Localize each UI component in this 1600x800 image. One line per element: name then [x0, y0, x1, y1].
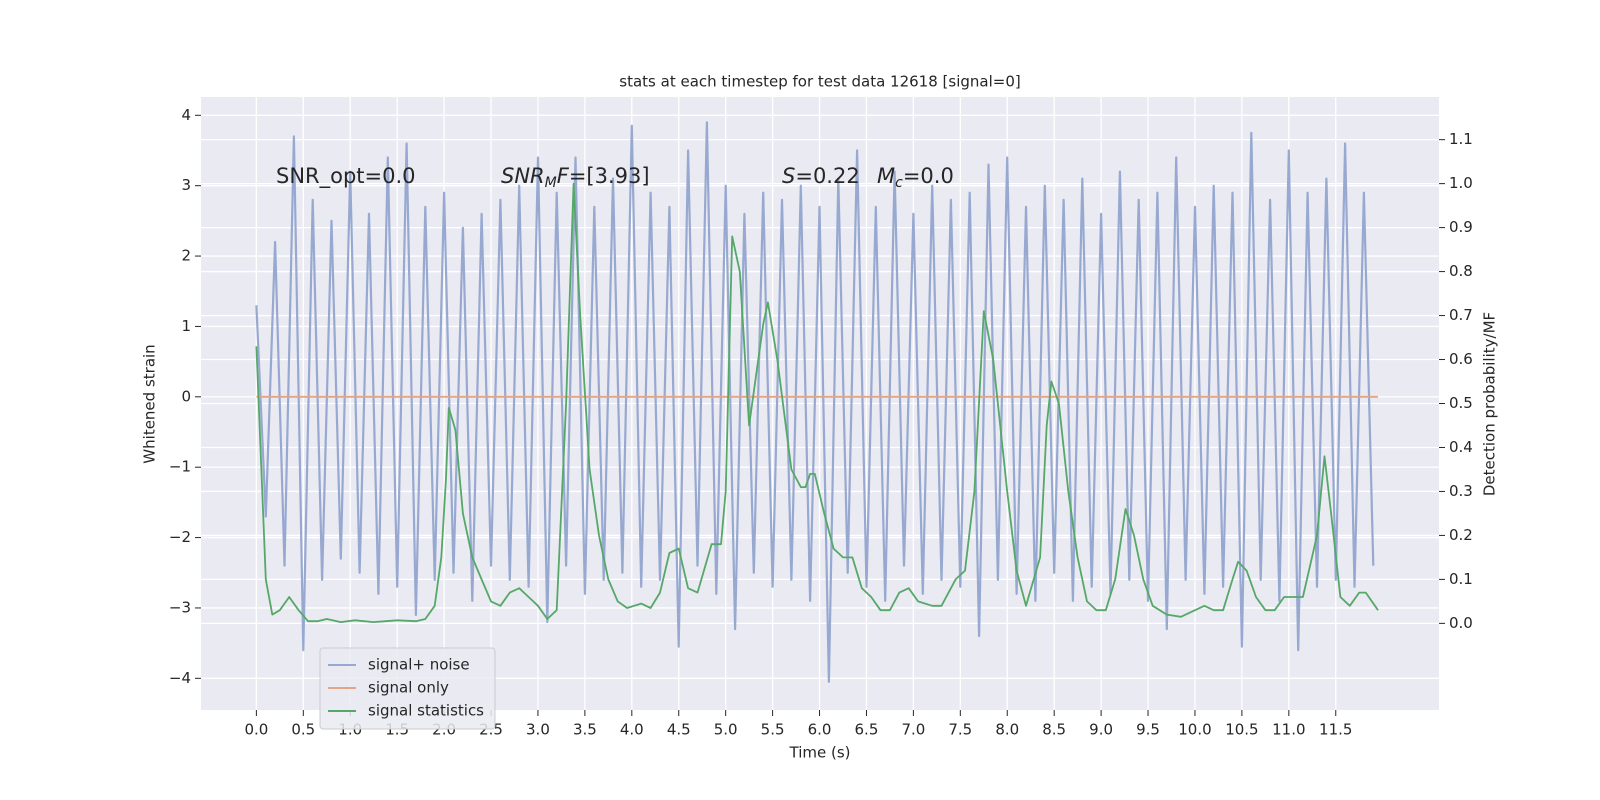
x-tick-label: 9.0	[1089, 721, 1113, 739]
y2-tick-label: 1.1	[1449, 130, 1473, 148]
legend-box	[319, 647, 496, 730]
y2-axis-label: Detection probability/MF	[1481, 312, 1499, 496]
annotation-part: SNR	[501, 164, 545, 188]
y2-tick-label: 1.0	[1449, 174, 1473, 192]
y2-tick-label: 0.4	[1449, 438, 1473, 456]
y-tick-label: 1	[181, 317, 191, 335]
x-tick-label: 11.5	[1319, 721, 1352, 739]
x-tick-label: 0.0	[244, 721, 268, 739]
y2-tick-label: 0.1	[1449, 570, 1473, 588]
x-axis-label: Time (s)	[789, 744, 851, 762]
y2-tick-label: 0.7	[1449, 306, 1473, 324]
x-tick-label: 4.0	[620, 721, 644, 739]
x-tick-label: 3.5	[573, 721, 597, 739]
series-line	[255, 121, 1375, 683]
chart-title: stats at each timestep for test data 126…	[619, 73, 1020, 91]
x-tick-label: 10.5	[1225, 721, 1258, 739]
y-tick-label: 0	[181, 387, 191, 405]
y-tick-label: 2	[181, 247, 191, 265]
annotation-part: =0.22	[795, 164, 859, 188]
annotation: SNRMF=[3.93]	[501, 164, 650, 191]
annotation-part: =[3.93]	[569, 164, 650, 188]
x-tick-label: 8.0	[995, 721, 1019, 739]
x-tick-label: 6.0	[808, 721, 832, 739]
x-tick-label: 10.0	[1178, 721, 1211, 739]
x-tick-label: 4.5	[667, 721, 691, 739]
annotation-part: =0.0	[903, 164, 954, 188]
y2-tick-label: 0.5	[1449, 394, 1473, 412]
annotation: SNR_opt=0.0	[276, 164, 416, 189]
y-tick-label: −3	[169, 598, 191, 616]
y2-tick-label: 0.8	[1449, 262, 1473, 280]
annotation: S=0.22	[782, 164, 860, 188]
legend-label: signal+ noise	[368, 656, 470, 674]
y2-tick-label: 0.6	[1449, 350, 1473, 368]
y-axis-label: Whitened strain	[141, 344, 159, 463]
y2-tick-label: 0.9	[1449, 218, 1473, 236]
y2-tick-label: 0.3	[1449, 482, 1473, 500]
annotation-part: M	[545, 175, 557, 191]
y-tick-label: 4	[181, 106, 191, 124]
x-tick-label: 6.5	[855, 721, 879, 739]
annotation-part: F	[557, 164, 570, 188]
x-tick-label: 7.0	[901, 721, 925, 739]
x-tick-label: 8.5	[1042, 721, 1066, 739]
legend-label: signal statistics	[368, 702, 484, 720]
x-tick-label: 11.0	[1272, 721, 1305, 739]
y2-tick-label: 0.2	[1449, 526, 1473, 544]
annotation-part: SNR_opt=0.0	[276, 164, 416, 189]
y-tick-label: −2	[169, 528, 191, 546]
annotation-part: M	[877, 164, 895, 188]
annotation-part: c	[895, 175, 903, 191]
legend-label: signal only	[368, 679, 449, 697]
y-tick-label: 3	[181, 176, 191, 194]
x-tick-label: 3.0	[526, 721, 550, 739]
x-tick-label: 0.5	[291, 721, 315, 739]
y2-tick-label: 0.0	[1449, 614, 1473, 632]
x-tick-label: 9.5	[1136, 721, 1160, 739]
annotation-part: S	[782, 164, 795, 188]
y-tick-label: −1	[169, 458, 191, 476]
series-line	[255, 182, 1379, 623]
annotation: Mc=0.0	[877, 164, 954, 191]
x-tick-label: 7.5	[948, 721, 972, 739]
x-tick-label: 5.5	[761, 721, 785, 739]
x-tick-label: 5.0	[714, 721, 738, 739]
y-tick-label: −4	[169, 669, 191, 687]
